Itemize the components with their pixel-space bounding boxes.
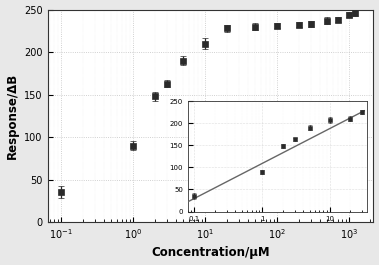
X-axis label: Concentration/μM: Concentration/μM: [151, 246, 270, 259]
Y-axis label: Response/ΔB: Response/ΔB: [6, 73, 19, 159]
